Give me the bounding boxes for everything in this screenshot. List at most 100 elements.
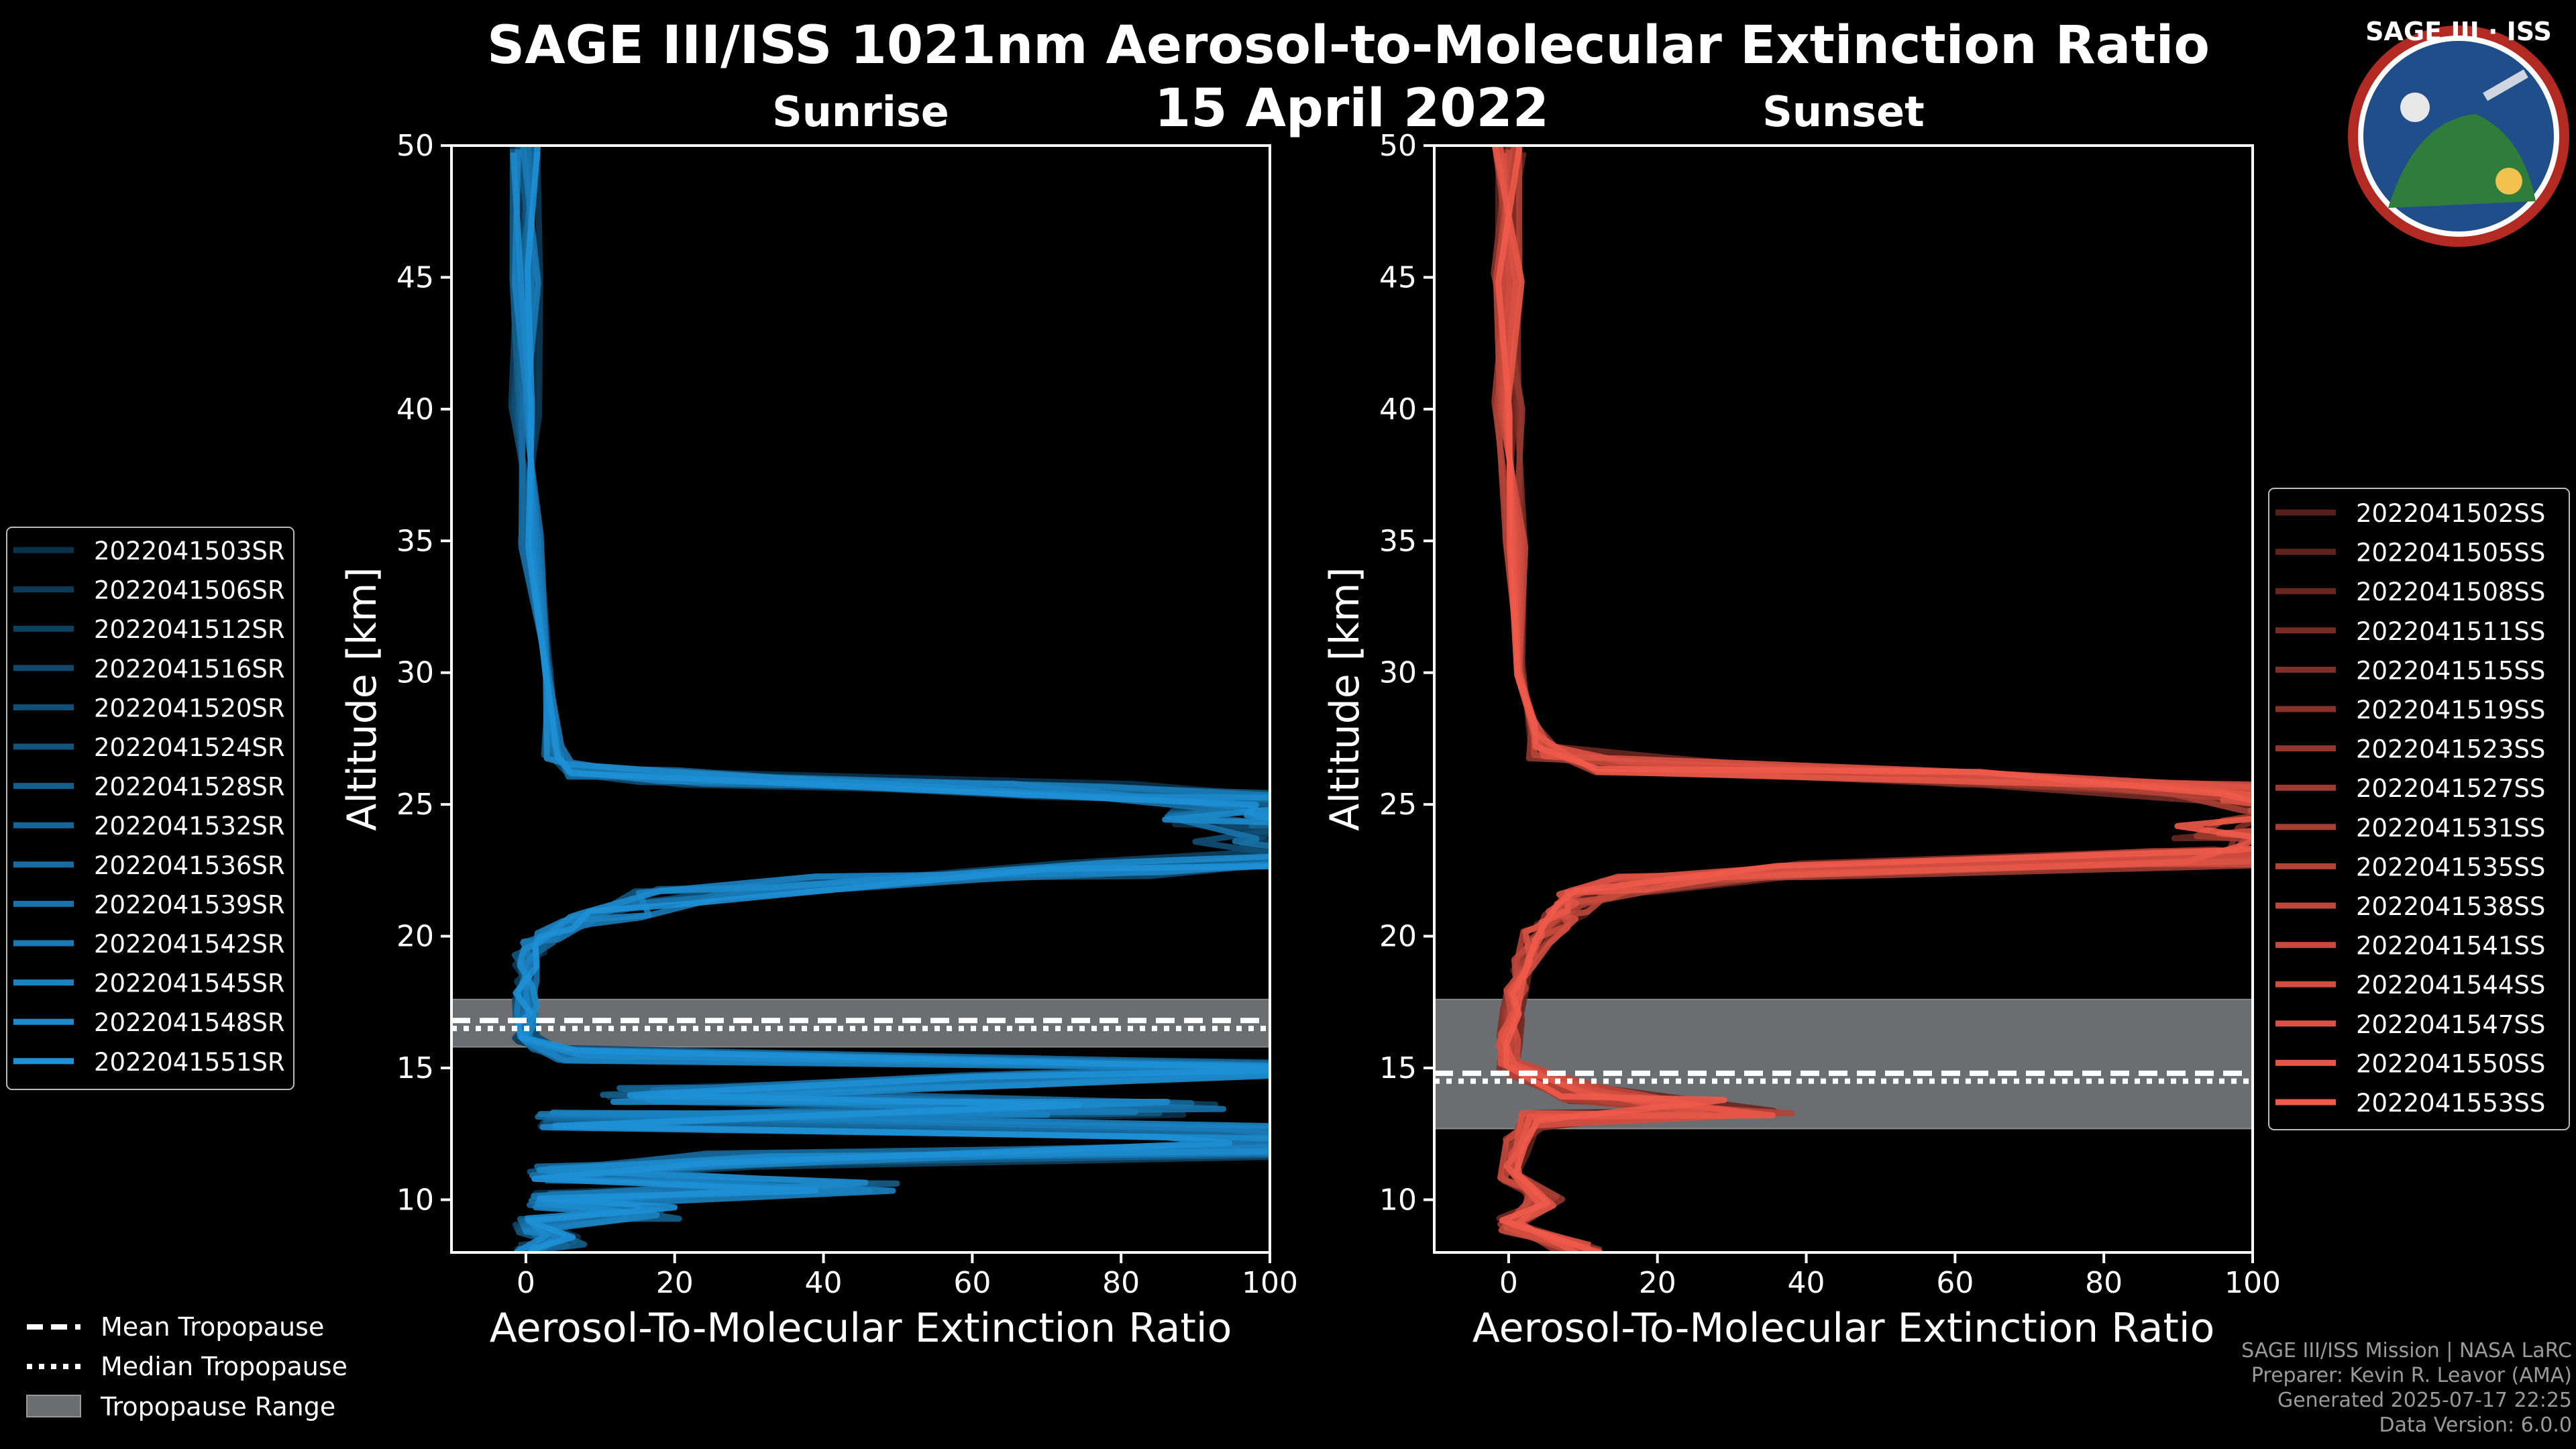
logo-moon-icon: [2400, 93, 2430, 122]
sr-ytick-label: 30: [396, 656, 434, 690]
ss-legend-label: 2022041505SS: [2356, 539, 2545, 568]
sunset-legend: 2022041502SS 2022041505SS 2022041508SS 2022…: [2268, 488, 2570, 1130]
sunrise-axes-frame: [450, 144, 1271, 1254]
sunset-tropopause: [1434, 998, 2253, 1130]
sr-xtick-label: 20: [656, 1266, 694, 1300]
sr-xtick-label: 100: [1242, 1266, 1298, 1300]
credit-generated: Generated 2025-07-17 22:25: [2277, 1389, 2572, 1412]
sunset-ticks: 0 20 40 60 80 100 10 15 20 25 30 35 40 45 50: [1379, 129, 2281, 1300]
ss-legend-label: 2022041527SS: [2356, 774, 2545, 803]
tropopause-legend: Mean Tropopause Median Tropopause Tropop…: [26, 1312, 347, 1421]
credit-version: Data Version: 6.0.0: [2379, 1413, 2572, 1437]
sr-legend-label: 2022041548SR: [94, 1008, 285, 1037]
logo-sun-icon: [2496, 168, 2522, 195]
ss-xtick-label: 20: [1639, 1266, 1676, 1300]
ss-legend-label: 2022041535SS: [2356, 853, 2545, 881]
sr-legend-label: 2022041545SR: [94, 969, 285, 998]
sr-legend-label: 2022041551SR: [94, 1048, 285, 1077]
ss-legend-label: 2022041515SS: [2356, 656, 2545, 685]
sunrise-legend-frame: [6, 527, 294, 1090]
ss-legend-label: 2022041502SS: [2356, 499, 2545, 528]
sr-xtick-label: 80: [1102, 1266, 1140, 1300]
ss-legend-label: 2022041553SS: [2356, 1089, 2545, 1118]
sr-ytick-label: 50: [396, 129, 434, 163]
ss-ytick-label: 45: [1379, 260, 1417, 294]
sunset-legend-frame: [2268, 488, 2570, 1130]
sr-legend-label: 2022041536SR: [94, 851, 285, 880]
tropopause-range-label: Tropopause Range: [100, 1392, 335, 1421]
ss-legend-label: 2022041550SS: [2356, 1049, 2545, 1078]
sr-legend-label: 2022041520SR: [94, 694, 285, 722]
ss-ytick-label: 30: [1379, 656, 1417, 690]
sunset-axes-frame: [1433, 144, 2254, 1254]
sr-ytick-label: 25: [396, 788, 434, 822]
sr-xtick-label: 40: [805, 1266, 843, 1300]
sr-xtick-label: 0: [517, 1266, 535, 1300]
sr-legend-label: 2022041524SR: [94, 733, 285, 762]
ss-legend-label: 2022041531SS: [2356, 814, 2545, 843]
ss-legend-label: 2022041544SS: [2356, 971, 2545, 1000]
sr-legend-label: 2022041532SR: [94, 812, 285, 841]
figure-date: 15 April 2022: [1155, 78, 1549, 139]
sunset-profiles: [1434, 146, 2253, 1252]
ss-profile-line: [1491, 146, 2253, 1252]
sr-legend-label: 2022041542SR: [94, 930, 285, 959]
sr-legend-label: 2022041506SR: [94, 576, 285, 605]
mission-logo: SAGE III · ISS: [2348, 17, 2569, 247]
logo-station-icon: [2483, 69, 2528, 101]
ss-ytick-label: 10: [1379, 1183, 1417, 1217]
sr-profile-line: [513, 146, 1270, 1252]
ss-ytick-label: 50: [1379, 129, 1417, 163]
ss-legend-label: 2022041541SS: [2356, 932, 2545, 961]
sr-ytick-label: 20: [396, 920, 434, 954]
sunrise-title: Sunrise: [772, 87, 949, 136]
mean-tropopause-label: Mean Tropopause: [101, 1312, 324, 1342]
credit-preparer: Preparer: Kevin R. Leavor (AMA): [2251, 1364, 2572, 1387]
ss-legend-label: 2022041523SS: [2356, 735, 2545, 764]
ss-legend-label: 2022041511SS: [2356, 617, 2545, 646]
sr-ytick-label: 45: [396, 260, 434, 294]
sr-ytick-label: 35: [396, 524, 434, 558]
sr-legend-label: 2022041528SR: [94, 773, 285, 802]
sr-legend-label: 2022041512SR: [94, 615, 285, 644]
sunset-xlabel: Aerosol-To-Molecular Extinction Ratio: [1472, 1305, 2215, 1352]
sr-legend-label: 2022041503SR: [94, 537, 285, 566]
tropopause-range-swatch: [26, 1395, 81, 1417]
sr-ytick-label: 40: [396, 392, 434, 427]
sunrise-ylabel: Altitude [km]: [339, 567, 386, 831]
sr-legend-label: 2022041516SR: [94, 655, 285, 684]
sunrise-legend: 2022041503SR 2022041506SR 2022041512SR 2022…: [6, 527, 294, 1090]
sunrise-profiles: [451, 146, 1270, 1252]
sunrise-xlabel: Aerosol-To-Molecular Extinction Ratio: [490, 1305, 1232, 1352]
ss-ytick-label: 25: [1379, 788, 1417, 822]
ss-legend-label: 2022041547SS: [2356, 1010, 2545, 1039]
ss-ytick-label: 40: [1379, 392, 1417, 427]
sunrise-ticks: 0 20 40 60 80 100 10 15 20 25 30 35 40 45 50: [396, 129, 1298, 1300]
ss-xtick-label: 0: [1499, 1266, 1518, 1300]
sunset-ylabel: Altitude [km]: [1322, 567, 1368, 831]
sunset-panel: 0 20 40 60 80 100 10 15 20 25 30 35 40 45 50 Aerosol-T…: [1322, 129, 2281, 1352]
sunrise-panel: 0 20 40 60 80 100 10 15 20 25 30 35 40 45 50 Aerosol-T…: [339, 129, 1298, 1352]
ss-xtick-label: 100: [2224, 1266, 2281, 1300]
ss-xtick-label: 80: [2085, 1266, 2123, 1300]
ss-profile-line: [1495, 146, 2253, 1252]
sr-legend-label: 2022041539SR: [94, 890, 285, 919]
ss-xtick-label: 60: [1936, 1266, 1974, 1300]
ss-ytick-label: 35: [1379, 524, 1417, 558]
figure-title: SAGE III/ISS 1021nm Aerosol-to-Molecular…: [487, 15, 2210, 76]
sr-profile-line: [510, 152, 1270, 1252]
sunset-title: Sunset: [1762, 87, 1925, 136]
ss-tropopause-range: [1434, 998, 2253, 1130]
ss-legend-label: 2022041519SS: [2356, 696, 2545, 724]
ss-legend-label: 2022041508SS: [2356, 578, 2545, 606]
sr-ytick-label: 10: [396, 1183, 434, 1217]
sr-ytick-label: 15: [396, 1051, 434, 1085]
sr-xtick-label: 60: [953, 1266, 991, 1300]
credit-mission: SAGE III/ISS Mission | NASA LaRC: [2241, 1339, 2572, 1362]
ss-legend-label: 2022041538SS: [2356, 892, 2545, 921]
median-tropopause-label: Median Tropopause: [101, 1352, 347, 1381]
logo-title: SAGE III · ISS: [2365, 17, 2552, 46]
ss-ytick-label: 15: [1379, 1051, 1417, 1085]
ss-ytick-label: 20: [1379, 920, 1417, 954]
